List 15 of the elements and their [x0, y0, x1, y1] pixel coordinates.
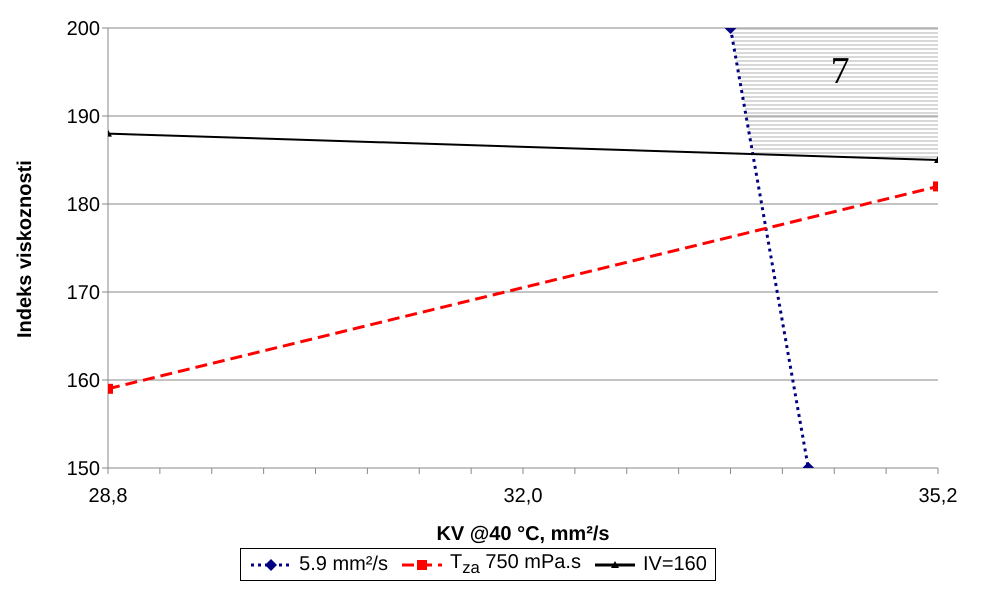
- legend-label: 5.9 mm²/s: [299, 553, 388, 576]
- legend-label: T$_{za}$ 750 mPa.s: [450, 551, 581, 578]
- y-tick-label: 200: [66, 18, 100, 40]
- x-tick-label: 32,0: [504, 485, 542, 508]
- annotation: 7: [830, 50, 850, 92]
- y-tick-label: 160: [66, 370, 100, 392]
- x-tick-label: 35,2: [918, 485, 958, 508]
- y-tick-label: 150: [66, 458, 100, 480]
- y-axis-title: Indeks viskoznosti: [14, 160, 36, 338]
- legend-label: IV=160: [642, 553, 707, 576]
- y-tick-label: 190: [66, 106, 100, 128]
- y-tick-label: 170: [66, 282, 100, 304]
- x-tick-label: 28,8: [88, 485, 128, 508]
- x-axis-title: KV @40 °C, mm²/s: [436, 523, 610, 545]
- y-tick-label: 180: [66, 194, 100, 216]
